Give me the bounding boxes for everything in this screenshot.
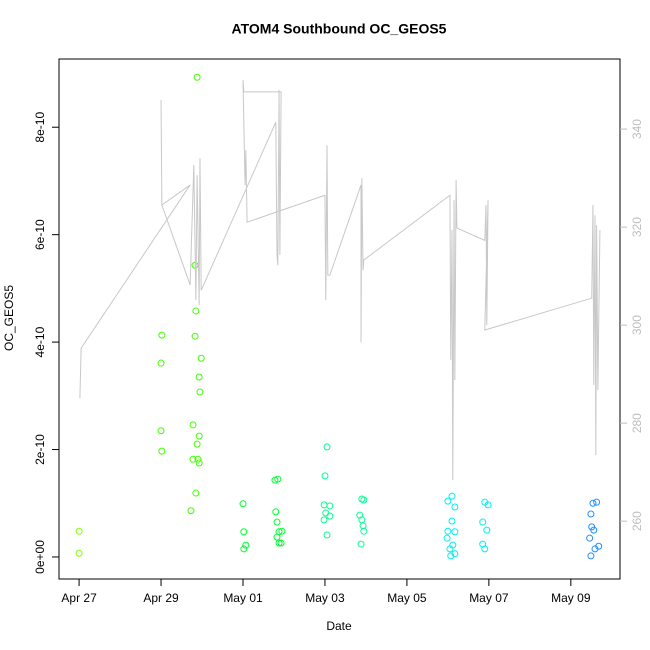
point xyxy=(277,539,285,547)
point xyxy=(360,527,368,535)
point xyxy=(591,545,599,553)
point xyxy=(195,373,203,381)
point xyxy=(360,496,368,504)
point xyxy=(444,527,452,535)
point xyxy=(158,331,166,339)
point xyxy=(242,541,250,549)
point xyxy=(195,459,203,467)
y2-tick-label: 260 xyxy=(630,511,644,531)
point xyxy=(273,518,281,526)
y-tick-label: 0e+00 xyxy=(33,540,47,574)
point xyxy=(323,531,331,539)
point xyxy=(593,498,601,506)
y2-tick-label: 300 xyxy=(630,315,644,335)
point xyxy=(75,527,83,535)
point xyxy=(193,73,201,81)
plot-frame xyxy=(58,58,621,580)
y-tick-label: 4e-10 xyxy=(33,326,47,357)
point xyxy=(197,354,205,362)
point xyxy=(192,489,200,497)
point xyxy=(323,443,331,451)
y2-tick-label: 280 xyxy=(630,413,644,433)
point xyxy=(451,503,459,511)
point xyxy=(187,507,195,515)
point xyxy=(193,440,201,448)
x-tick-label: May 07 xyxy=(469,591,509,605)
y2-tick-label: 340 xyxy=(630,119,644,139)
point xyxy=(196,388,204,396)
x-axis-label: Date xyxy=(326,619,352,633)
point xyxy=(359,522,367,530)
point xyxy=(451,550,459,558)
point xyxy=(451,528,459,536)
point xyxy=(590,526,598,534)
point xyxy=(447,552,455,560)
x-tick-label: Apr 29 xyxy=(143,591,179,605)
point xyxy=(444,497,452,505)
x-tick-label: May 05 xyxy=(387,591,427,605)
y-tick-label: 2e-10 xyxy=(33,434,47,465)
y-tick-label: 8e-10 xyxy=(33,112,47,143)
point xyxy=(483,526,491,534)
point xyxy=(321,472,329,480)
point xyxy=(240,545,248,553)
point xyxy=(587,552,595,560)
x-tick-label: May 03 xyxy=(305,591,345,605)
point xyxy=(278,527,286,535)
point xyxy=(191,332,199,340)
point xyxy=(272,508,280,516)
x-tick-label: Apr 27 xyxy=(61,591,97,605)
point xyxy=(443,534,451,542)
point xyxy=(326,502,334,510)
point xyxy=(189,455,197,463)
line xyxy=(79,80,601,481)
x-tick-label: May 09 xyxy=(551,591,591,605)
point xyxy=(484,501,492,509)
point xyxy=(587,510,595,518)
point xyxy=(322,509,330,517)
point xyxy=(320,501,328,509)
point xyxy=(481,545,489,553)
point xyxy=(194,455,202,463)
point xyxy=(192,307,200,315)
y-axis-label: OC_GEOS5 xyxy=(2,285,16,351)
point xyxy=(273,533,281,541)
point xyxy=(275,539,283,547)
y2-tick-label: 320 xyxy=(630,217,644,237)
point xyxy=(75,549,83,557)
point xyxy=(158,447,166,455)
point xyxy=(240,528,248,536)
point xyxy=(326,512,334,520)
point xyxy=(448,492,456,500)
point xyxy=(320,516,328,524)
point xyxy=(189,421,197,429)
point xyxy=(448,517,456,525)
point xyxy=(239,500,247,508)
x-tick-label: May 01 xyxy=(223,591,263,605)
point xyxy=(195,432,203,440)
point xyxy=(589,499,597,507)
point xyxy=(357,540,365,548)
point xyxy=(446,545,454,553)
point xyxy=(586,534,594,542)
chart-title: ATOM4 Southbound OC_GEOS5 xyxy=(232,21,447,37)
y-tick-label: 6e-10 xyxy=(33,219,47,250)
point xyxy=(157,359,165,367)
point xyxy=(157,427,165,435)
point xyxy=(274,475,282,483)
point xyxy=(479,518,487,526)
